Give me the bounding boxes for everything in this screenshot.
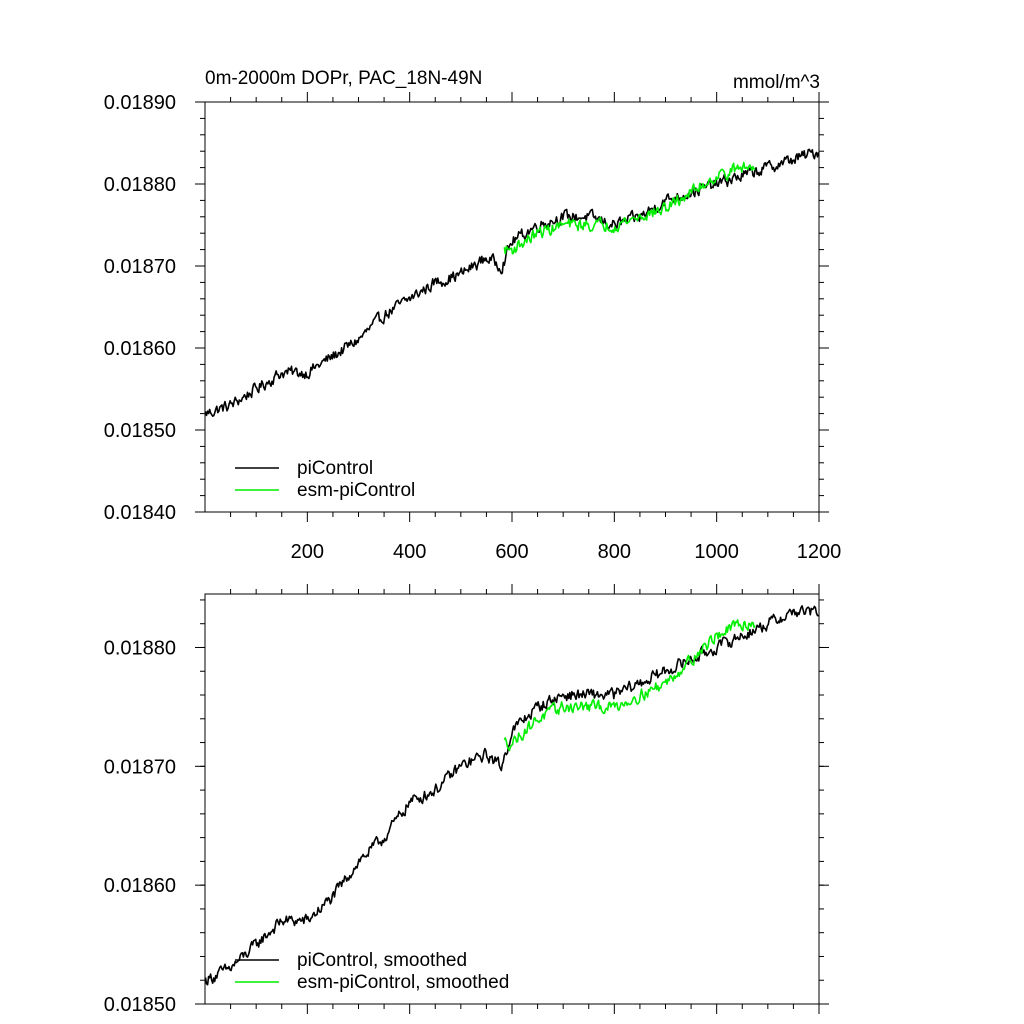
y-tick-label: 0.01860 [104, 338, 176, 360]
series-group [205, 148, 819, 418]
y-tick-label: 0.01880 [104, 174, 176, 196]
legend-label: piControl [297, 458, 373, 479]
y-tick-label: 0.01850 [104, 420, 176, 442]
y-tick-label: 0.01890 [104, 92, 176, 114]
units-label: mmol/m^3 [733, 72, 820, 93]
legend-label: esm-piControl, smoothed [297, 972, 509, 993]
x-tick-label: 1000 [694, 541, 739, 563]
y-tick-label: 0.01840 [104, 502, 176, 524]
chart-title: 0m-2000m DOPr, PAC_18N-49N [205, 68, 482, 89]
series-group [205, 605, 819, 986]
y-tick-label: 0.01880 [104, 637, 176, 659]
legend-label: piControl, smoothed [297, 950, 467, 971]
x-tick-label: 600 [495, 541, 528, 563]
y-tick-label: 0.01870 [104, 256, 176, 278]
series-line-picontrol-smoothed [205, 605, 819, 986]
series-line-picontrol [205, 148, 819, 418]
y-tick-label: 0.01860 [104, 875, 176, 897]
x-tick-label: 400 [393, 541, 426, 563]
x-tick-label: 200 [291, 541, 324, 563]
x-tick-label: 800 [598, 541, 631, 563]
bottom-panel: 0.01850 0.01860 0.01870 0.01880 piControl, s… [104, 584, 829, 1016]
top-panel: 200 400 600 800 1000 1200 0.01840 0.01850 0.0186… [104, 68, 842, 563]
y-tick-label: 0.01850 [104, 994, 176, 1016]
series-line-esm-picontrol [503, 161, 756, 255]
y-tick-label: 0.01870 [104, 756, 176, 778]
legend-label: esm-piControl [297, 480, 415, 501]
series-line-esm-picontrol-smoothed [503, 619, 756, 752]
x-tick-label: 1200 [797, 541, 842, 563]
